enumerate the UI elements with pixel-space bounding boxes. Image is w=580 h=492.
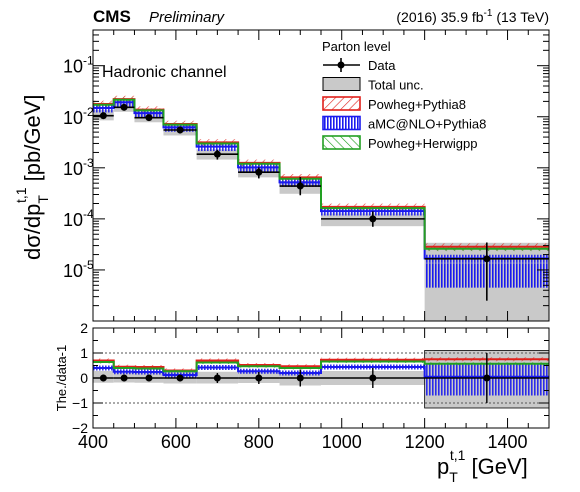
ratio-data-point: [213, 374, 221, 382]
legend-entry: Data: [368, 58, 396, 73]
series-line-amc-nlo-pythia8: [93, 101, 549, 260]
data-point: [145, 114, 153, 122]
x-tick-label: 800: [244, 432, 274, 452]
y-tick-label: 10-2: [63, 105, 94, 128]
legend-entry: aMC@NLO+Pythia8: [368, 117, 486, 132]
ratio-series-line-2: [93, 360, 549, 373]
ratio-series-line-0: [93, 358, 549, 372]
ratio-data-point: [255, 374, 263, 382]
x-tick-label: 400: [78, 432, 108, 452]
data-point: [176, 126, 184, 134]
legend-swatch-0: [322, 96, 361, 111]
ratio-data-point: [369, 374, 377, 382]
preliminary-label: Preliminary: [149, 9, 226, 26]
y-axis-label: dσ/dpTt,1 [pb/GeV]: [13, 95, 51, 261]
ratio-data-point: [176, 374, 184, 382]
ratio-y-tick-label: 1: [80, 345, 88, 361]
legend-swatch-2: [322, 135, 361, 150]
legend-data-marker: [337, 61, 345, 69]
legend-entry: Powheg+Pythia8: [368, 97, 466, 112]
legend-unc-swatch: [322, 77, 361, 91]
y-tick-label: 10-1: [63, 54, 94, 77]
ratio-y-tick-label: −2: [72, 420, 88, 436]
data-point: [99, 112, 107, 120]
y-tick-label: 10-5: [63, 258, 94, 281]
ratio-data-point: [483, 374, 491, 382]
x-tick-label: 600: [161, 432, 191, 452]
data-point: [296, 182, 304, 190]
ratio-data-point: [145, 374, 153, 382]
y-tick-label: 10-4: [63, 207, 94, 230]
legend: Parton level Data Total unc. Powheg+Pythia8…: [322, 39, 486, 151]
data-point: [369, 215, 377, 223]
ratio-data-point: [296, 374, 304, 382]
x-axis-label: pTt,1 [GeV]: [437, 447, 528, 485]
ratio-data-point: [99, 374, 107, 382]
ratio-y-axis-label: The./data-1: [54, 345, 69, 412]
ratio-data-point: [120, 374, 128, 382]
y-tick-label: 10-3: [63, 156, 94, 179]
channel-annotation: Hadronic channel: [102, 64, 227, 81]
ratio-y-tick-label: −1: [72, 395, 88, 411]
lumi-label: (2016) 35.9 fb-1 (13 TeV): [396, 8, 549, 25]
ratio-y-tick-label: 2: [80, 320, 88, 336]
legend-title: Parton level: [322, 39, 391, 54]
x-tick-label: 1200: [405, 432, 445, 452]
legend-swatch-1: [322, 115, 361, 131]
x-tick-label: 1400: [488, 432, 528, 452]
ratio-y-tick-label: 0: [80, 370, 88, 386]
data-point: [120, 103, 128, 111]
series-line-powheg-herwigpp: [93, 98, 549, 250]
data-point: [483, 255, 491, 263]
data-point: [213, 150, 221, 158]
legend-entry: Total unc.: [368, 78, 424, 93]
data-point: [255, 168, 263, 176]
cms-label: CMS: [93, 7, 131, 26]
legend-entry: Powheg+Herwigpp: [368, 136, 477, 151]
main-panel: 10-1 10-2 10-3 10-4 10-5 dσ/dpTt,1 [pb/GeV] Ha…: [13, 29, 550, 322]
x-tick-label: 1000: [322, 432, 362, 452]
ratio-series-line-1: [93, 366, 549, 378]
